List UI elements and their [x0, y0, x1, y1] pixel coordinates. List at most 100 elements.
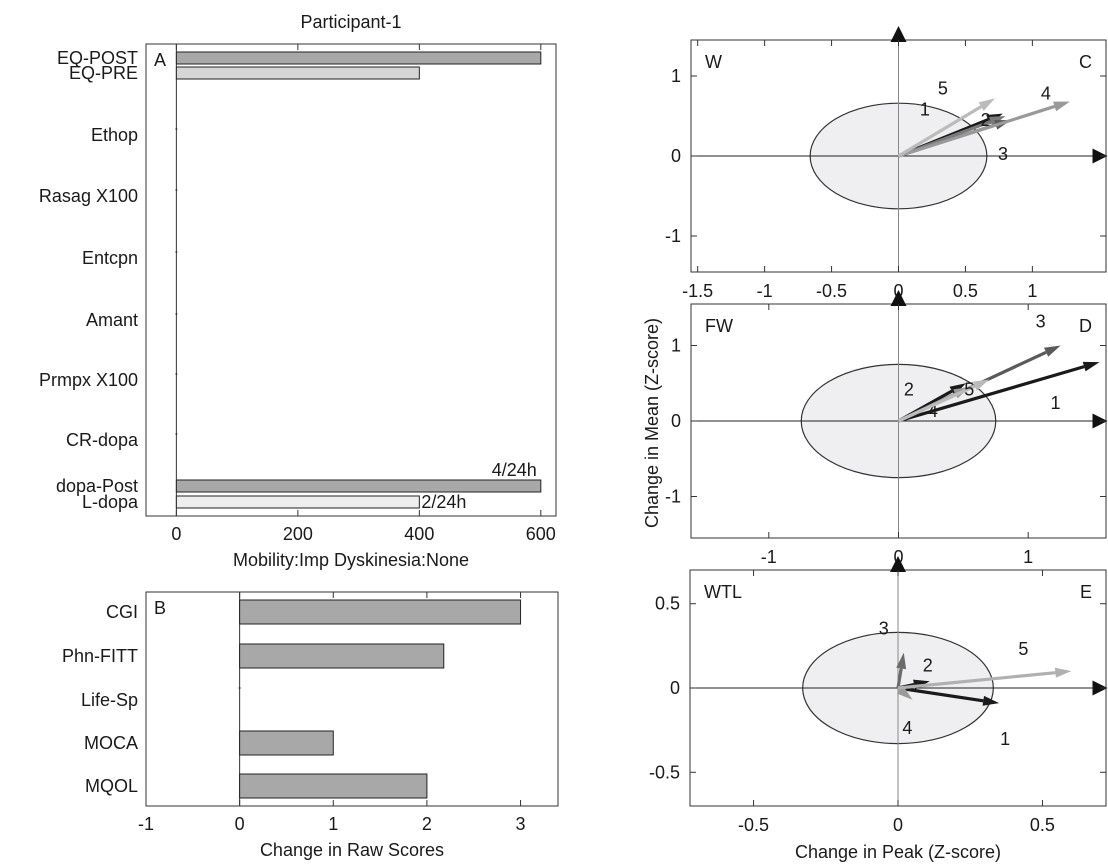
- vector-label: 1: [920, 100, 930, 120]
- vector-arrow: [896, 668, 903, 689]
- bar-annotation: 2/24h: [421, 492, 466, 512]
- category-label: EQ-PRE: [69, 63, 138, 83]
- y-axis-arrow: [890, 26, 907, 42]
- y-tick-label: 0: [671, 411, 681, 431]
- chart-title: Participant-1: [300, 12, 401, 32]
- y-tick-label: 0.5: [655, 594, 680, 614]
- vector-label: 4: [928, 401, 938, 421]
- category-label: MQOL: [85, 776, 138, 796]
- bar-annotation: 4/24h: [492, 460, 537, 480]
- x-axis-label: Change in Peak (Z-score): [795, 842, 1001, 862]
- panel-letter: B: [154, 598, 166, 618]
- category-label: CR-dopa: [66, 430, 139, 450]
- vector-label: 4: [902, 718, 912, 738]
- category-label: EQ-POST: [57, 48, 138, 68]
- vector-label: 1: [1051, 393, 1061, 413]
- vector-arrowhead: [1043, 345, 1061, 357]
- bar: [239, 730, 334, 756]
- vector-arrowhead: [978, 98, 995, 111]
- panel-name: FW: [705, 316, 733, 336]
- category-label: Entcpn: [82, 248, 138, 268]
- y-tick-label: 0: [670, 678, 680, 698]
- x-tick-label: 1: [328, 814, 338, 834]
- y-axis-arrow: [890, 290, 907, 306]
- vector-label: 3: [879, 619, 889, 639]
- y-tick-label: -1: [665, 486, 681, 506]
- vector-arrowhead: [982, 695, 1000, 706]
- x-tick-label: 0.5: [953, 281, 978, 301]
- x-tick-label: 0: [171, 524, 181, 544]
- bar: [239, 773, 428, 799]
- category-label: Phn-FITT: [62, 646, 138, 666]
- y-tick-label: 1: [671, 336, 681, 356]
- y-tick-label: -1: [665, 226, 681, 246]
- x-tick-label: -0.5: [816, 281, 847, 301]
- category-label: CGI: [106, 602, 138, 622]
- x-tick-label: 1: [1027, 281, 1037, 301]
- vector-arrow: [898, 365, 1085, 423]
- bar: [239, 643, 445, 669]
- x-tick-label: 600: [526, 524, 556, 544]
- panel-letter: D: [1079, 316, 1092, 336]
- panel-e-chart: -0.5 0 0.5 0.5 0 -0.5 WTL E 1 2 3 4 5 Change in Peak …: [649, 556, 1108, 862]
- bar: [239, 599, 522, 625]
- category-label: Amant: [86, 310, 138, 330]
- vector-label: 5: [938, 78, 948, 98]
- vector-arrow: [897, 384, 976, 423]
- x-tick-label: 3: [516, 814, 526, 834]
- vector-arrow: [897, 105, 982, 158]
- bar: [175, 495, 420, 509]
- vector-arrowhead: [1054, 667, 1072, 678]
- x-tick-label: 0: [893, 815, 903, 835]
- vector-arrow: [898, 104, 1056, 158]
- plot-frame: [145, 43, 557, 517]
- vector-label: 4: [1041, 84, 1051, 104]
- panel-letter: E: [1080, 582, 1092, 602]
- panel-name: W: [705, 52, 722, 72]
- x-tick-label: -1.5: [682, 281, 713, 301]
- x-tick-label: 2: [422, 814, 432, 834]
- vector-label: 2: [981, 110, 991, 130]
- plot-frame: [145, 591, 559, 807]
- panel-name: WTL: [704, 582, 742, 602]
- x-tick-label: 0.5: [1030, 815, 1055, 835]
- vector-arrow: [897, 686, 984, 703]
- vector-arrowhead: [1082, 361, 1100, 372]
- y-tick-label: 1: [671, 66, 681, 86]
- bar: [175, 51, 542, 65]
- y-tick-label: 0: [671, 146, 681, 166]
- y-axis-arrow: [890, 556, 906, 572]
- vector-label: 1: [1000, 729, 1010, 749]
- shared-y-axis-label: Change in Mean (Z-score): [642, 318, 662, 528]
- x-tick-label: -0.5: [738, 815, 769, 835]
- category-label: L-dopa: [82, 492, 139, 512]
- vector-label: 2: [923, 655, 933, 675]
- vector-label: 5: [1018, 639, 1028, 659]
- x-tick-label: -1: [757, 281, 773, 301]
- category-label: Life-Sp: [81, 690, 138, 710]
- category-label: dopa-Post: [56, 476, 138, 496]
- vector-arrowhead: [896, 652, 907, 670]
- panel-b-chart: -1 0 1 2 3 CGI Phn-FITT Life-Sp MOCA MQOL Change i…: [62, 591, 559, 860]
- panel-letter: A: [154, 50, 166, 70]
- category-label: Ethop: [91, 125, 138, 145]
- vector-label: 2: [904, 379, 914, 399]
- x-tick-label: -1: [761, 547, 777, 567]
- vector-arrowhead: [1053, 101, 1070, 112]
- y-tick-label: -0.5: [649, 762, 680, 782]
- x-tick-label: 200: [283, 524, 313, 544]
- category-label: MOCA: [84, 733, 138, 753]
- bar: [175, 66, 420, 80]
- vector-label: 5: [964, 379, 974, 399]
- panel-letter: C: [1079, 52, 1092, 72]
- x-tick-label: -1: [138, 814, 154, 834]
- x-tick-label: 1: [1023, 547, 1033, 567]
- x-tick-label: 400: [404, 524, 434, 544]
- category-label: Prmpx X100: [39, 370, 138, 390]
- bar: [175, 479, 542, 493]
- vector-label: 3: [1036, 312, 1046, 332]
- vector-arrowhead: [972, 379, 990, 391]
